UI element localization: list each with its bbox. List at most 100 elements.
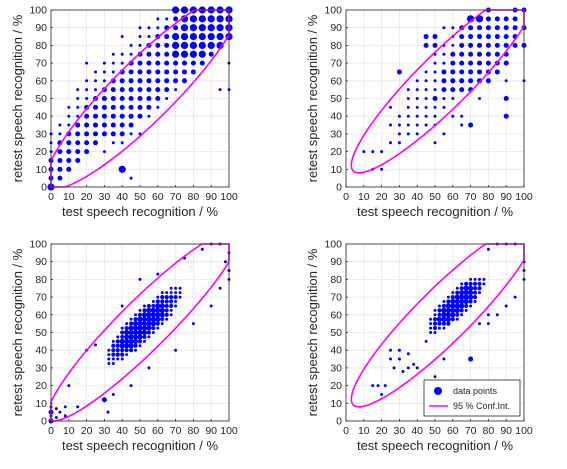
x-tick-label: 80 [188, 425, 200, 437]
data-point [460, 123, 464, 127]
data-point [66, 157, 72, 163]
data-point [147, 114, 151, 118]
data-point [191, 322, 195, 326]
data-point [159, 312, 165, 318]
y-tick-label: 80 [330, 274, 342, 286]
x-tick-label: 20 [81, 425, 93, 437]
data-point [433, 375, 437, 379]
x-tick-label: 20 [376, 425, 388, 437]
data-point [441, 87, 447, 93]
data-point [150, 316, 156, 322]
x-tick-label: 40 [116, 191, 128, 203]
data-point [128, 78, 134, 84]
data-point [54, 407, 58, 411]
data-point [128, 329, 134, 336]
data-point [111, 343, 116, 348]
axes-box [50, 9, 230, 188]
data-point [472, 286, 478, 291]
data-point [102, 150, 106, 154]
data-point [406, 97, 410, 100]
data-point [429, 317, 433, 321]
data-point [415, 79, 419, 83]
y-tick-label: 60 [35, 309, 47, 321]
data-point [207, 15, 215, 23]
data-point [442, 52, 446, 56]
data-point [432, 321, 438, 326]
data-point [75, 122, 81, 128]
data-point [389, 348, 392, 352]
data-point [132, 334, 139, 340]
data-point [459, 286, 464, 291]
data-point [441, 321, 446, 326]
data-point [442, 326, 446, 330]
y-tick-label: 40 [35, 345, 47, 357]
data-point [468, 42, 474, 48]
data-point [137, 69, 143, 75]
data-point [494, 34, 500, 40]
data-point [58, 410, 62, 414]
data-point [101, 122, 107, 128]
data-point [57, 175, 63, 181]
data-point [477, 286, 482, 291]
y-tick-label: 70 [35, 292, 47, 304]
y-tick-label: 80 [35, 40, 47, 52]
data-point [468, 294, 474, 300]
data-point [441, 316, 447, 322]
data-point [433, 313, 437, 317]
data-point [441, 69, 447, 75]
data-point [146, 325, 152, 331]
data-point [454, 294, 460, 300]
data-point [437, 312, 442, 317]
y-tick-label: 80 [35, 274, 47, 286]
data-point [169, 286, 173, 290]
data-point [128, 113, 134, 119]
x-tick-label: 70 [170, 425, 182, 437]
data-point [137, 113, 143, 119]
y-tick-label: 90 [35, 22, 47, 34]
data-point [189, 32, 197, 41]
legend-label: data points [453, 386, 498, 396]
data-point [478, 277, 481, 281]
y-tick-label: 80 [330, 40, 342, 52]
data-point [451, 114, 455, 118]
data-point [446, 299, 451, 304]
data-point [111, 52, 115, 56]
data-point [124, 325, 129, 331]
data-point [503, 16, 509, 22]
data-point [146, 321, 152, 327]
data-point [150, 312, 156, 318]
data-point [451, 26, 455, 30]
data-point [463, 285, 469, 291]
data-point [485, 25, 491, 31]
data-point [85, 61, 89, 65]
data-point [424, 70, 428, 74]
x-tick-label: 50 [134, 191, 146, 203]
data-point [173, 16, 179, 22]
data-point [159, 303, 165, 309]
x-tick-label: 100 [220, 425, 238, 437]
data-point [459, 78, 465, 84]
data-point [129, 317, 133, 321]
data-point [199, 60, 205, 66]
data-point [485, 78, 491, 84]
data-point [76, 105, 80, 109]
data-point [454, 298, 460, 305]
data-point [155, 78, 161, 84]
data-point [468, 60, 474, 66]
data-point [137, 60, 143, 66]
data-point [165, 17, 169, 21]
data-point [141, 329, 148, 336]
data-point [164, 303, 169, 309]
data-point [441, 307, 447, 313]
x-axis-label: test speech recognition / % [357, 204, 514, 219]
x-tick-label: 50 [429, 191, 441, 203]
data-point [146, 96, 152, 101]
data-point [129, 348, 134, 353]
data-point [115, 352, 120, 357]
data-point [120, 326, 124, 330]
data-point [472, 295, 478, 300]
data-point [446, 321, 451, 326]
data-point [137, 312, 143, 317]
data-point [450, 60, 456, 66]
data-point [141, 325, 148, 331]
